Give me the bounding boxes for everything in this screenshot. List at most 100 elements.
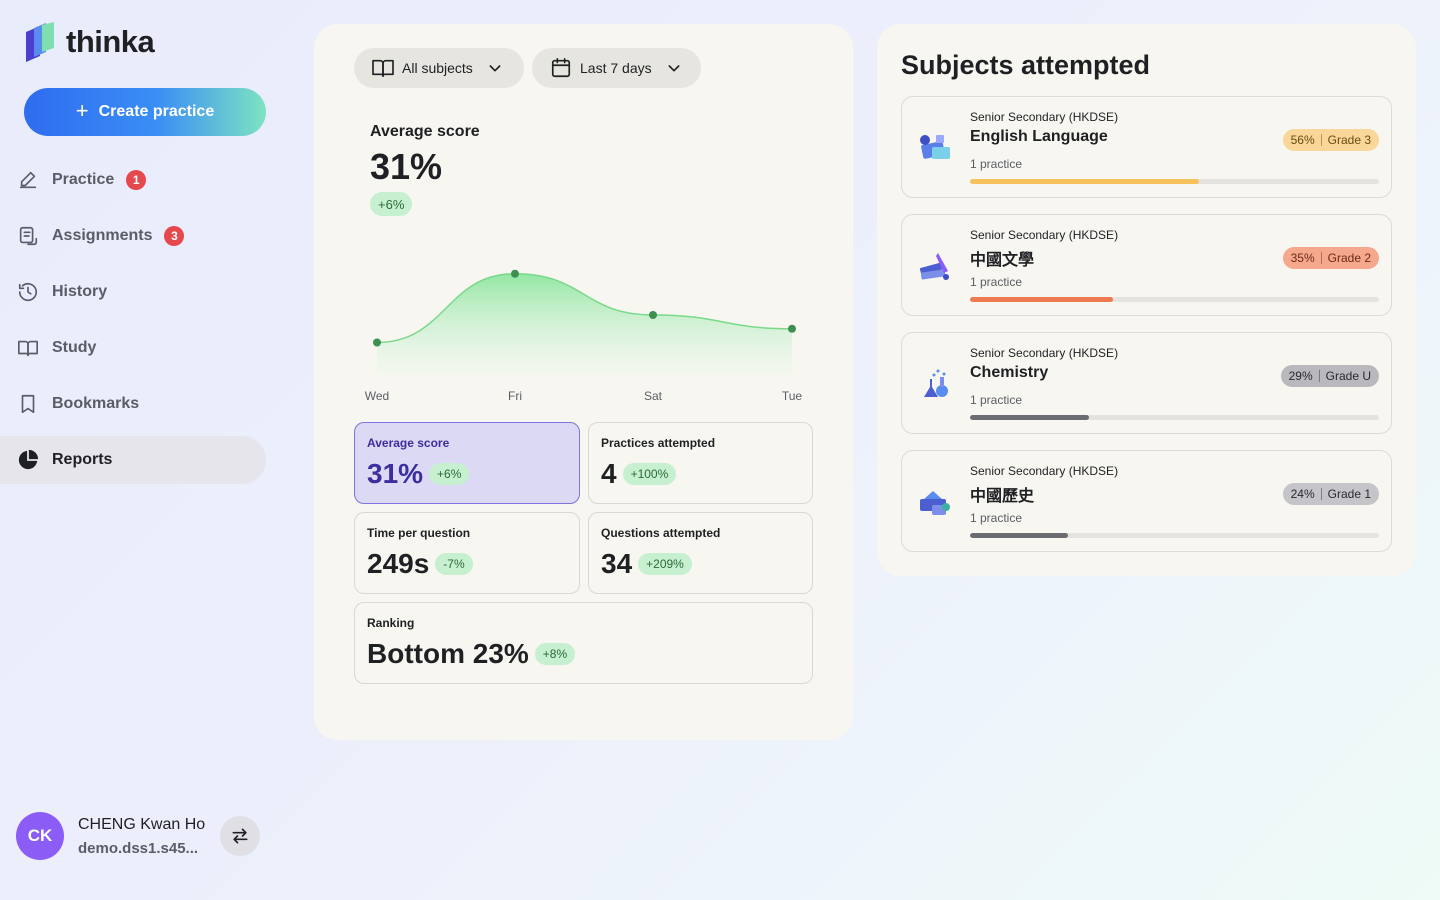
stat-time-per-question[interactable]: Time per question 249s -7% (354, 512, 580, 594)
pie-chart-icon (16, 448, 40, 472)
pencil-icon (16, 168, 40, 192)
stat-questions-attempted[interactable]: Questions attempted 34 +209% (588, 512, 813, 594)
grade-label: Grade U (1325, 369, 1371, 383)
user-info: CHENG Kwan Ho demo.dss1.s45... (78, 816, 208, 857)
swap-icon (232, 828, 248, 844)
nav-item-assignments[interactable]: Assignments 3 (0, 212, 266, 260)
stat-value: 31% (367, 458, 424, 489)
notification-badge: 1 (126, 170, 147, 190)
stat-ranking[interactable]: Ranking Bottom 23% +8% (354, 602, 813, 684)
grade-label: Grade 3 (1327, 133, 1371, 147)
subject-name: 中國歷史 (970, 488, 1035, 505)
score-percent: 29% (1288, 369, 1313, 383)
progress-bar (970, 179, 1379, 184)
chinese-literature-subject-icon (919, 253, 949, 280)
subject-level: Senior Secondary (HKDSE) (970, 228, 1119, 242)
average-score-heading: Average score (370, 123, 480, 140)
nav-item-study[interactable]: Study (0, 324, 266, 372)
score-percent: 56% (1290, 133, 1315, 147)
grade-label: Grade 1 (1327, 487, 1371, 501)
app-name: thinka (66, 24, 155, 59)
assignment-icon (16, 224, 40, 248)
average-score-delta: +6% (370, 192, 413, 216)
nav-label: Assignments (52, 227, 153, 244)
stat-value: 249s (367, 548, 430, 579)
chemistry-subject-icon (924, 369, 948, 397)
stat-label: Practices attempted (601, 436, 716, 450)
sidebar: thinka + Create practice Practice 1 Assi… (0, 0, 290, 900)
stat-practices-attempted[interactable]: Practices attempted 4 +100% (588, 422, 813, 504)
score-percent: 24% (1290, 487, 1315, 501)
report-overview-card: All subjects Last 7 days Average score 3… (314, 24, 853, 740)
date-range-dropdown[interactable]: Last 7 days (532, 48, 701, 88)
bookmark-icon (16, 392, 40, 416)
stat-value: 34 (601, 548, 633, 579)
nav-item-reports[interactable]: Reports (0, 436, 266, 484)
x-tick-label: Fri (508, 389, 522, 403)
chart-point-tue[interactable] (788, 324, 796, 333)
average-score-value: 31% (370, 146, 443, 187)
chart-point-sat[interactable] (649, 311, 657, 319)
chart-area (377, 273, 792, 374)
x-tick-label: Wed (365, 389, 389, 403)
practice-count: 1 practice (970, 275, 1023, 289)
subject-card-english[interactable]: Senior Secondary (HKDSE) English Languag… (901, 96, 1392, 198)
subject-level: Senior Secondary (HKDSE) (970, 346, 1119, 360)
chart-point-fri[interactable] (511, 269, 519, 278)
subject-card-chemistry[interactable]: Senior Secondary (HKDSE) Chemistry 1 pra… (901, 332, 1392, 434)
stat-delta: +209% (638, 553, 692, 575)
user-email: demo.dss1.s45... (78, 839, 199, 857)
x-tick-label: Tue (782, 389, 803, 403)
grade-pill: 56% Grade 3 (1282, 129, 1379, 151)
switch-account-button[interactable] (220, 816, 260, 856)
progress-bar (970, 415, 1379, 420)
create-practice-label: Create practice (98, 103, 215, 120)
chevron-down-icon (489, 65, 501, 72)
stat-label: Questions attempted (601, 526, 721, 540)
stat-delta: -7% (435, 553, 473, 575)
subject-name: Chemistry (970, 364, 1049, 381)
chinese-history-subject-icon (920, 491, 950, 515)
nav-item-bookmarks[interactable]: Bookmarks (0, 380, 266, 428)
x-tick-label: Sat (644, 389, 663, 403)
subject-card-chinese-literature[interactable]: Senior Secondary (HKDSE) 中國文學 1 practice… (901, 214, 1392, 316)
grade-pill: 35% Grade 2 (1282, 247, 1379, 269)
english-subject-icon (920, 135, 950, 159)
stat-delta: +100% (622, 463, 677, 485)
nav-item-practice[interactable]: Practice 1 (0, 156, 266, 204)
nav-item-history[interactable]: History (0, 268, 266, 316)
nav-label: Bookmarks (52, 395, 140, 412)
app-logo[interactable]: thinka (24, 22, 155, 62)
score-percent: 35% (1290, 251, 1315, 265)
stat-delta: +8% (534, 643, 576, 665)
chevron-down-icon (668, 65, 680, 72)
stat-delta: +6% (429, 463, 470, 485)
subject-filter-dropdown[interactable]: All subjects (354, 48, 524, 88)
chart-point-wed[interactable] (373, 338, 381, 347)
progress-bar (970, 297, 1379, 302)
thinka-logo-icon (26, 22, 54, 62)
grade-pill: 29% Grade U (1280, 365, 1379, 387)
date-range-label: Last 7 days (580, 60, 652, 76)
book-icon (16, 336, 40, 360)
subject-name: English Language (970, 128, 1108, 145)
stat-label: Ranking (367, 616, 415, 630)
grade-label: Grade 2 (1327, 251, 1371, 265)
avatar[interactable]: CK (16, 812, 64, 860)
book-icon (372, 59, 394, 77)
grade-pill: 24% Grade 1 (1282, 483, 1379, 505)
subject-level: Senior Secondary (HKDSE) (970, 110, 1119, 124)
chart-line (376, 272, 793, 344)
stat-average-score[interactable]: Average score 31% +6% (354, 422, 580, 504)
average-score-chart: Wed Fri Sat Tue (365, 269, 803, 403)
subject-filter-label: All subjects (402, 60, 473, 76)
history-icon (16, 280, 40, 304)
stat-label: Time per question (367, 526, 471, 540)
stat-label: Average score (367, 436, 450, 450)
notification-badge: 3 (164, 226, 185, 246)
main-nav: Practice 1 Assignments 3 History Study (0, 156, 266, 492)
subject-card-chinese-history[interactable]: Senior Secondary (HKDSE) 中國歷史 1 practice… (901, 450, 1392, 552)
create-practice-button[interactable]: + Create practice (24, 88, 266, 136)
user-profile: CK CHENG Kwan Ho demo.dss1.s45... (16, 812, 260, 860)
stat-value: Bottom 23% (367, 638, 529, 669)
